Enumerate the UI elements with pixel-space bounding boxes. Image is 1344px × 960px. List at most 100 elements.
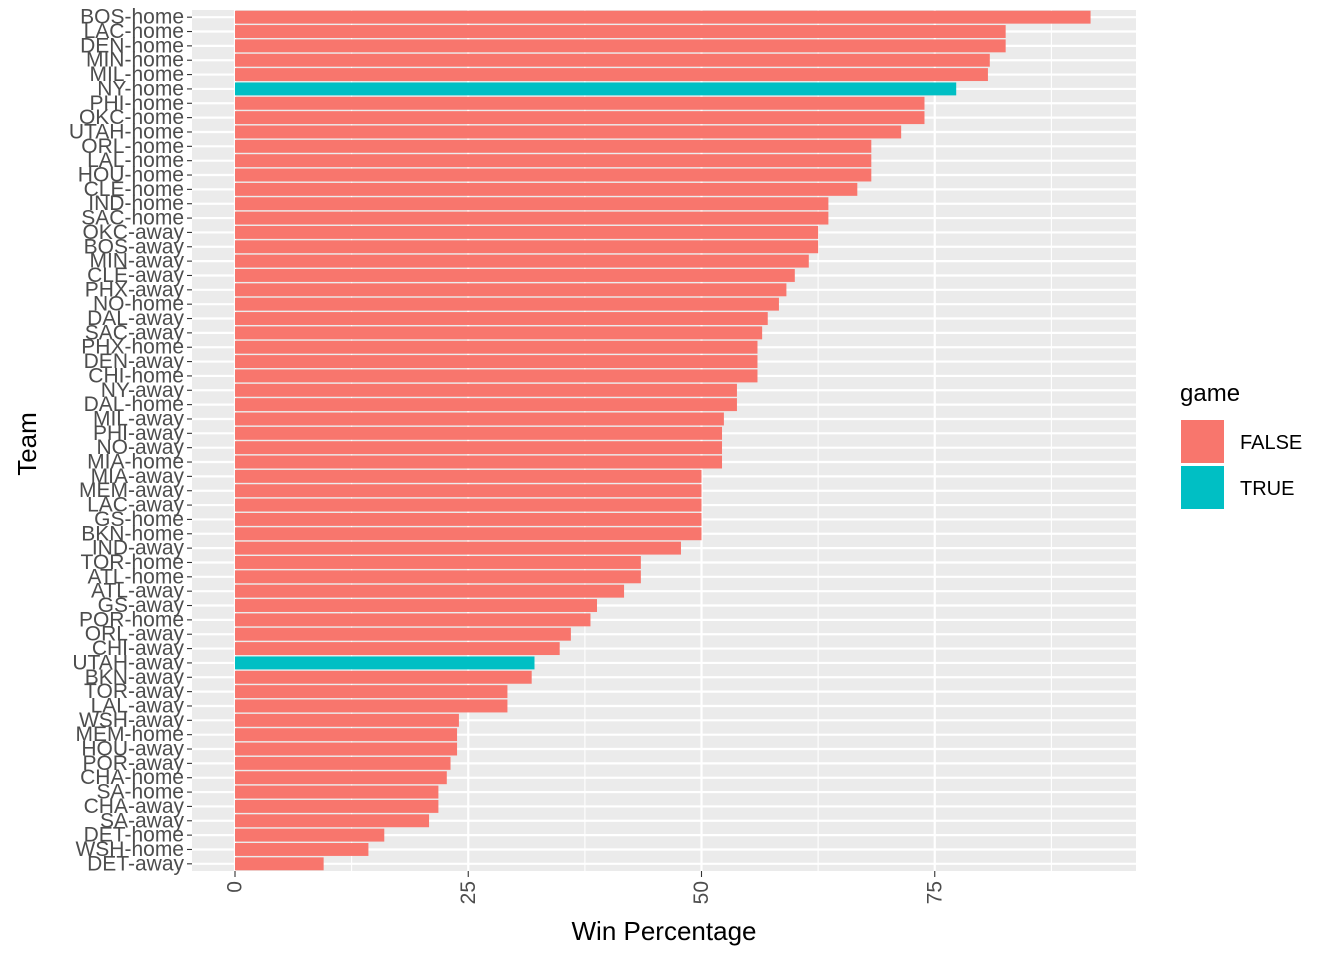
y-tick-label: POR-away [82,752,184,775]
y-tick-label: IND-home [88,192,184,215]
y-tick-label: BOS-home [80,6,184,29]
plot-panel [192,10,1136,871]
bar-tor-away [235,685,508,699]
bar-mem-away [235,484,702,498]
y-tick-label: UTAH-home [69,120,184,143]
y-tick-label: TOR-home [81,551,184,574]
y-tick-label: NY-away [101,379,185,402]
bar-lal-home [235,154,872,168]
bar-phi-away [235,426,723,440]
bar-no-away [235,441,723,455]
x-tick-label: 75 [923,881,946,904]
y-tick-label: WSH-away [79,709,185,732]
bar-chi-away [235,642,560,656]
y-tick-label: DAL-away [87,307,184,330]
bar-bos-home [235,10,1091,24]
legend-label-true: TRUE [1240,478,1294,500]
bar-cha-away [235,799,439,813]
bar-mil-home [235,68,988,82]
bar-atl-away [235,584,625,598]
bar-bos-away [235,240,819,254]
bar-bkn-away [235,670,532,684]
legend-key-true [1181,466,1224,509]
y-tick-label: DEN-away [84,350,185,373]
y-tick-label: BOS-away [84,235,185,258]
x-tick-label: 25 [457,881,480,904]
bar-por-away [235,756,451,770]
y-tick-label: DAL-home [84,393,184,416]
y-tick-label: IND-away [92,537,185,560]
bar-phx-away [235,283,787,297]
bar-lal-away [235,699,508,713]
y-tick-label: BKN-away [85,666,185,689]
y-tick-label: POR-home [79,608,184,631]
x-axis-title: Win Percentage [572,916,757,946]
y-axis: BOS-homeLAC-homeDEN-homeMIN-homeMIL-home… [69,6,192,875]
bar-ind-away [235,541,681,555]
x-axis: 0 25 50 75 [224,871,946,904]
bar-no-home [235,297,779,311]
y-tick-label: GS-home [94,508,184,531]
bar-utah-home [235,125,902,139]
y-tick-label: MIA-home [87,451,184,474]
bar-por-home [235,613,591,627]
y-tick-label: CHI-home [88,364,184,387]
bar-orl-home [235,139,872,153]
y-tick-label: LAL-away [91,694,185,717]
bar-det-home [235,828,385,842]
y-axis-title: Team [12,412,42,476]
y-tick-label: OKC-away [82,221,184,244]
bar-tor-home [235,556,641,569]
bar-det-away [235,857,324,871]
x-tick-label: 0 [224,881,247,893]
y-tick-label: SA-away [100,809,185,832]
y-tick-label: WSH-home [75,838,184,861]
bar-den-home [235,39,1006,53]
y-tick-label: BKN-home [81,522,184,545]
y-tick-label: LAC-home [84,20,184,43]
y-tick-label: MIN-away [89,250,184,273]
y-tick-label: HOU-home [78,164,184,187]
y-tick-label: LAL-home [87,149,184,172]
bar-min-away [235,254,809,268]
y-tick-label: CHA-away [84,795,185,818]
y-tick-label: SAC-home [81,207,184,230]
y-tick-label: MEM-home [75,723,184,746]
bar-hou-home [235,168,872,182]
y-tick-label: NY-home [97,77,184,100]
bar-sac-home [235,211,829,225]
bar-mia-home [235,455,723,469]
y-tick-label: PHI-away [93,422,185,445]
y-tick-label: MIA-away [91,465,185,488]
y-tick-label: MIL-home [89,63,184,86]
legend: game FALSE TRUE [1180,380,1302,509]
y-tick-label: DET-home [84,824,184,847]
bar-wsh-away [235,713,459,727]
y-tick-label: MIL-away [93,407,185,430]
legend-title: game [1180,380,1240,407]
y-tick-label: HOU-away [81,738,184,761]
bar-gs-home [235,512,702,526]
bar-dal-away [235,312,768,325]
bar-mia-away [235,469,702,483]
bar-phx-home [235,340,758,354]
y-tick-label: NO-away [96,436,184,459]
bar-ny-home [235,82,957,96]
y-tick-label: ORL-away [85,623,185,646]
bar-mem-home [235,728,458,742]
bar-utah-away [235,656,535,670]
y-tick-label: UTAH-away [72,651,184,674]
bar-orl-away [235,627,571,641]
legend-key-false [1181,420,1224,463]
y-tick-label: DET-away [87,852,184,875]
y-tick-label: TOR-away [84,680,184,703]
bar-cle-home [235,182,858,196]
bar-ny-away [235,383,737,397]
x-tick-label: 50 [690,881,713,904]
y-tick-label: NO-home [93,293,184,316]
bar-bkn-home [235,527,702,541]
y-tick-label: MEM-away [79,479,185,502]
y-tick-label: GS-away [98,594,185,617]
bars [235,10,1091,871]
